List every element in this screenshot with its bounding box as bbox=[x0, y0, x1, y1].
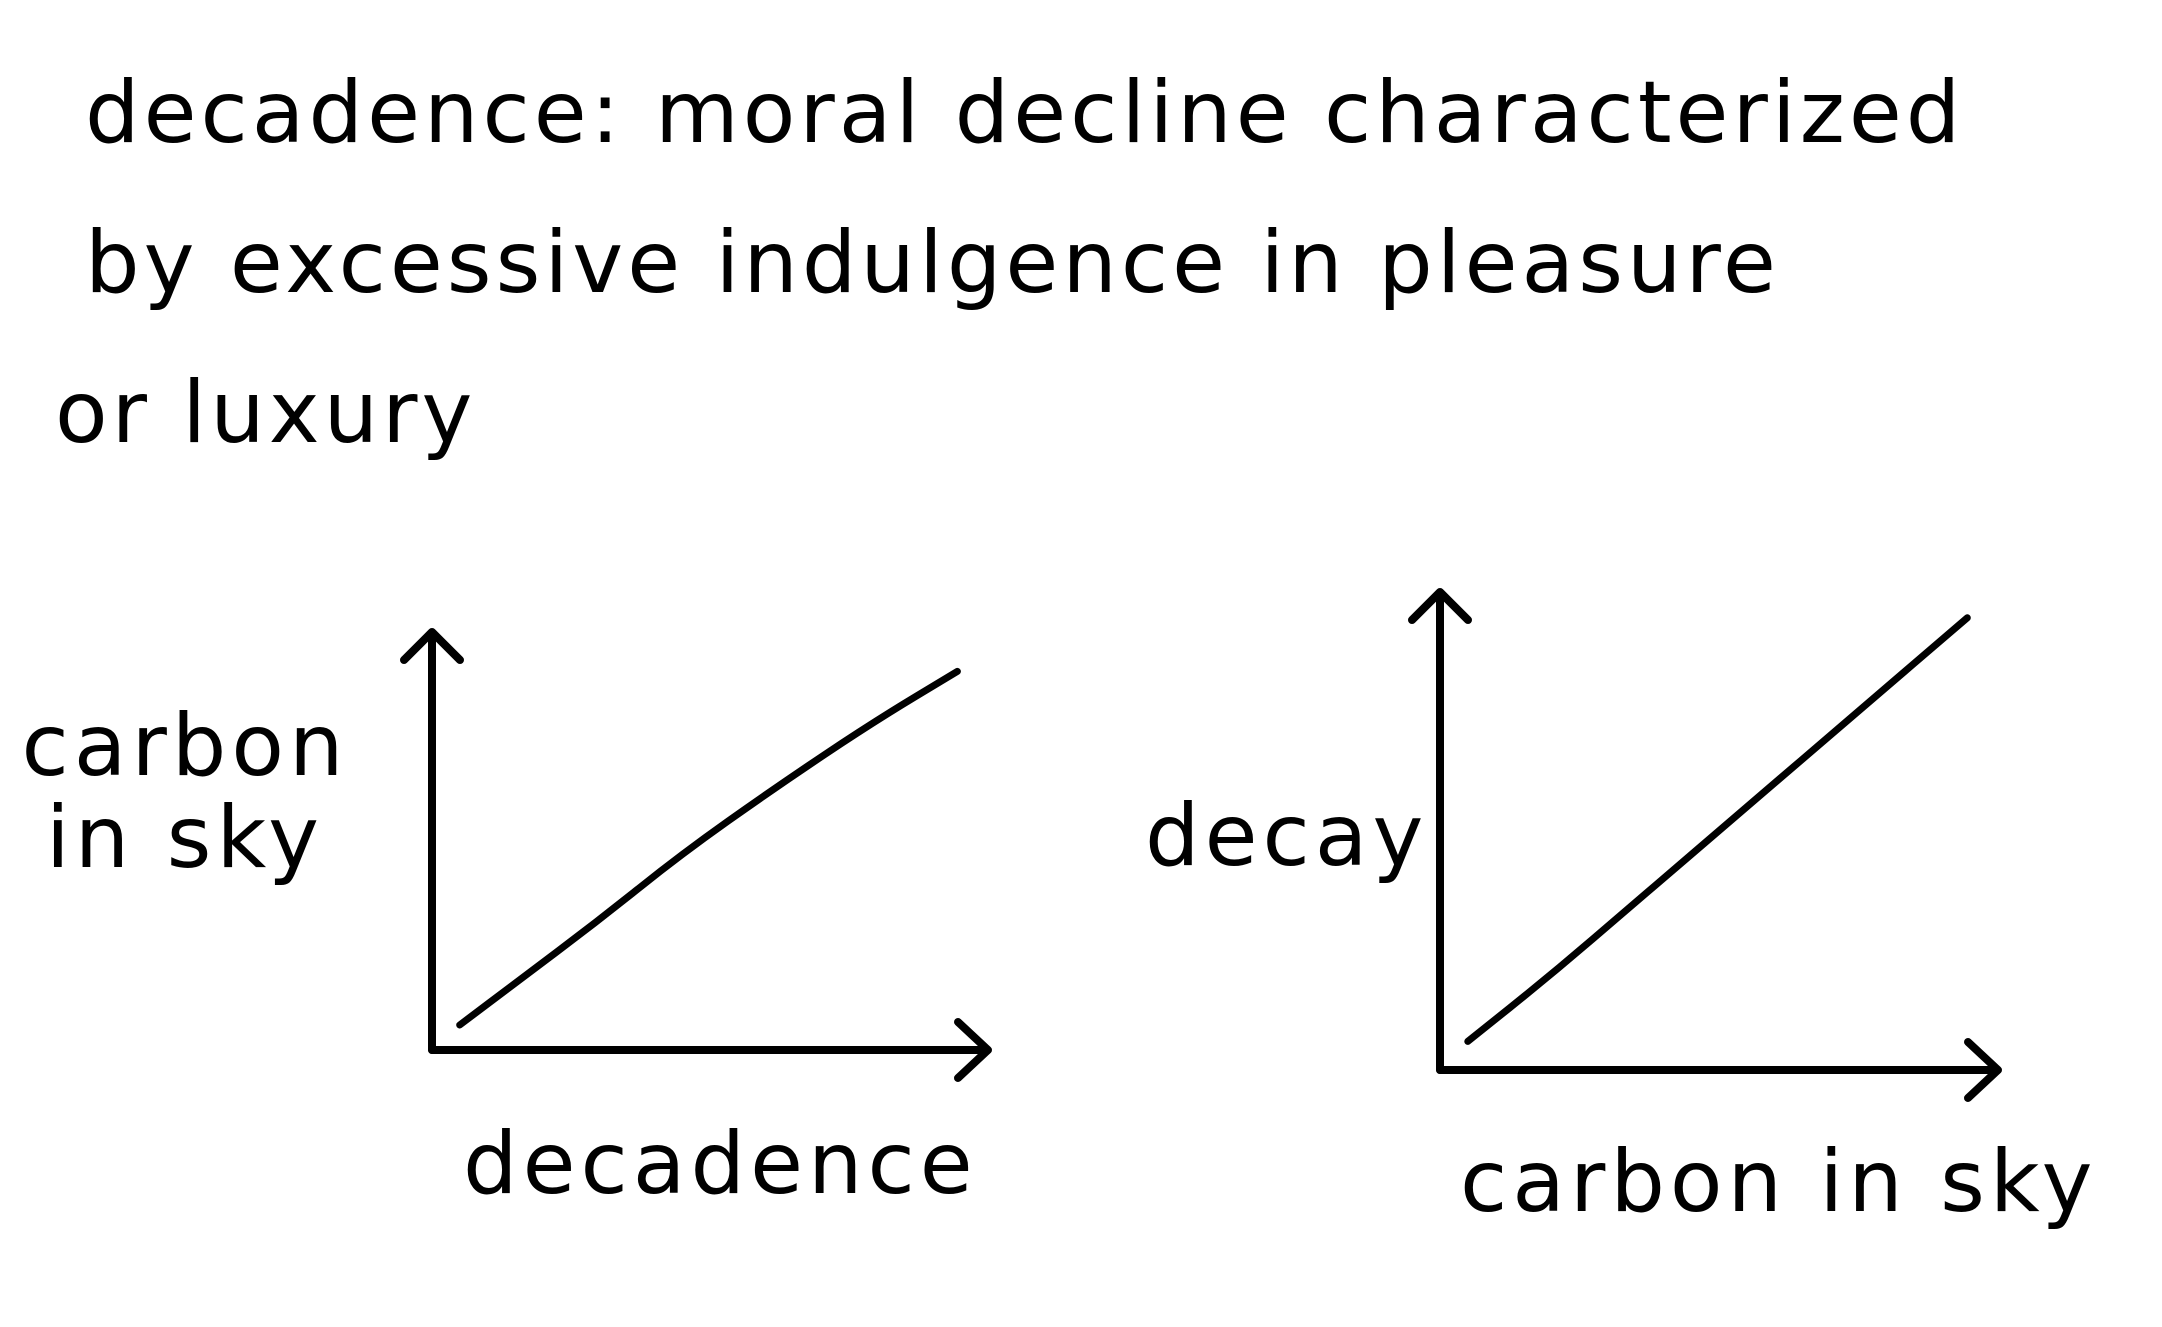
definition-text: decadence: moral decline characterized b… bbox=[55, 38, 2055, 488]
chart-right-series bbox=[1464, 614, 1971, 1045]
chart-left-x-axis-arrow bbox=[954, 1018, 992, 1082]
chart-left-y-axis-arrow bbox=[400, 628, 464, 664]
chart-left-xlabel: decadence bbox=[463, 1114, 978, 1214]
chart-right-xlabel: carbon in sky bbox=[1460, 1132, 2098, 1232]
chart-left-trend-line bbox=[456, 667, 961, 1029]
definition-line-2: by excessive indulgence in pleasure bbox=[85, 213, 1780, 313]
definition-line-1: decadence: moral decline characterized bbox=[85, 63, 1965, 163]
chart-left-series bbox=[456, 667, 961, 1029]
chart-right-y-axis-arrow bbox=[1408, 588, 1472, 624]
chart-right-x-axis-arrow bbox=[1964, 1038, 2002, 1102]
definition-line-3: or luxury bbox=[55, 363, 477, 463]
chart-right-ylabel: decay bbox=[1145, 786, 1429, 886]
chart-right-plot bbox=[1408, 588, 2002, 1102]
chart-right-trend-line bbox=[1464, 614, 1971, 1045]
chart-left-ylabel: carbon in sky bbox=[21, 696, 349, 888]
chart-left-plot bbox=[400, 628, 992, 1082]
